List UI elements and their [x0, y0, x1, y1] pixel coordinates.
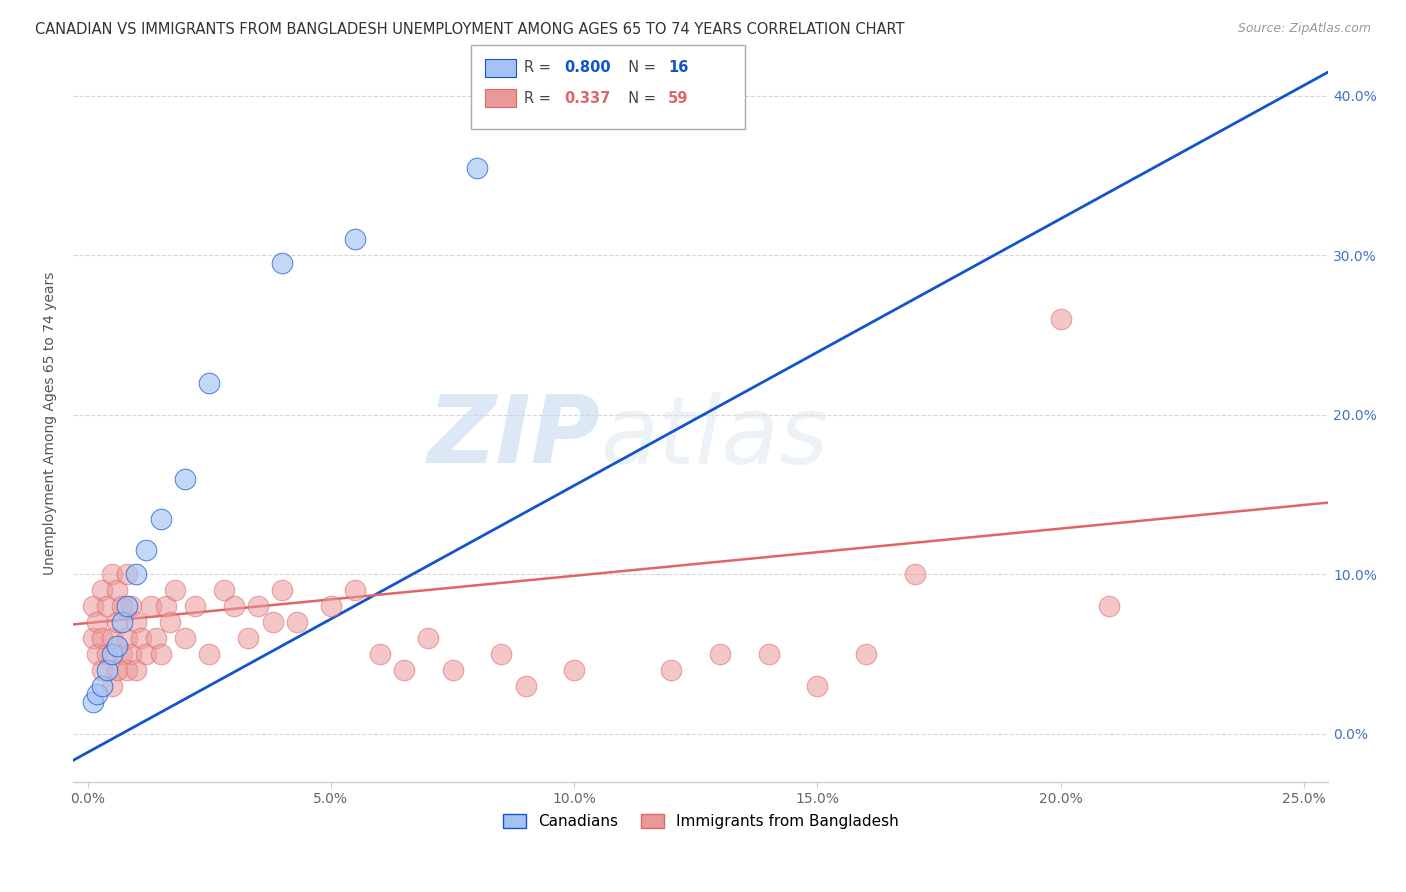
- Point: [758, 647, 780, 661]
- Text: 59: 59: [668, 91, 688, 105]
- Text: atlas: atlas: [600, 392, 828, 483]
- Point: [212, 583, 235, 598]
- Point: [111, 647, 134, 661]
- Point: [1049, 312, 1071, 326]
- Text: 0.800: 0.800: [564, 61, 610, 75]
- Point: [806, 679, 828, 693]
- Point: [441, 663, 464, 677]
- Point: [125, 615, 148, 630]
- Point: [562, 663, 585, 677]
- Point: [96, 663, 118, 677]
- Legend: Canadians, Immigrants from Bangladesh: Canadians, Immigrants from Bangladesh: [496, 808, 904, 835]
- Point: [91, 631, 114, 645]
- Text: N =: N =: [619, 61, 661, 75]
- Point: [319, 599, 342, 614]
- Point: [145, 631, 167, 645]
- Point: [105, 583, 128, 598]
- Point: [174, 631, 197, 645]
- Point: [96, 599, 118, 614]
- Point: [515, 679, 537, 693]
- Point: [125, 663, 148, 677]
- Point: [222, 599, 245, 614]
- Point: [101, 647, 124, 661]
- Point: [121, 599, 143, 614]
- Text: R =: R =: [524, 91, 555, 105]
- Point: [238, 631, 260, 645]
- Point: [111, 599, 134, 614]
- Point: [129, 631, 152, 645]
- Y-axis label: Unemployment Among Ages 65 to 74 years: Unemployment Among Ages 65 to 74 years: [44, 271, 58, 574]
- Point: [96, 647, 118, 661]
- Point: [121, 647, 143, 661]
- Point: [91, 663, 114, 677]
- Point: [105, 663, 128, 677]
- Point: [1098, 599, 1121, 614]
- Point: [86, 687, 108, 701]
- Point: [855, 647, 877, 661]
- Point: [262, 615, 284, 630]
- Point: [198, 376, 221, 390]
- Point: [904, 567, 927, 582]
- Point: [368, 647, 391, 661]
- Point: [115, 631, 138, 645]
- Point: [198, 647, 221, 661]
- Text: 0.337: 0.337: [564, 91, 610, 105]
- Point: [111, 615, 134, 630]
- Text: Source: ZipAtlas.com: Source: ZipAtlas.com: [1237, 22, 1371, 36]
- Point: [139, 599, 162, 614]
- Point: [115, 599, 138, 614]
- Text: ZIP: ZIP: [427, 392, 600, 483]
- Point: [709, 647, 731, 661]
- Point: [271, 583, 294, 598]
- Point: [344, 232, 367, 246]
- Text: N =: N =: [619, 91, 661, 105]
- Point: [489, 647, 512, 661]
- Point: [418, 631, 440, 645]
- Point: [159, 615, 181, 630]
- Point: [149, 511, 172, 525]
- Point: [174, 472, 197, 486]
- Point: [82, 695, 104, 709]
- Point: [246, 599, 269, 614]
- Point: [135, 647, 157, 661]
- Point: [86, 615, 108, 630]
- Point: [82, 599, 104, 614]
- Point: [465, 161, 488, 175]
- Point: [105, 615, 128, 630]
- Point: [115, 663, 138, 677]
- Point: [101, 679, 124, 693]
- Point: [155, 599, 177, 614]
- Point: [91, 679, 114, 693]
- Point: [82, 631, 104, 645]
- Point: [101, 567, 124, 582]
- Point: [183, 599, 205, 614]
- Point: [165, 583, 187, 598]
- Point: [271, 256, 294, 270]
- Point: [149, 647, 172, 661]
- Point: [135, 543, 157, 558]
- Text: CANADIAN VS IMMIGRANTS FROM BANGLADESH UNEMPLOYMENT AMONG AGES 65 TO 74 YEARS CO: CANADIAN VS IMMIGRANTS FROM BANGLADESH U…: [35, 22, 904, 37]
- Text: R =: R =: [524, 61, 555, 75]
- Text: 16: 16: [668, 61, 688, 75]
- Point: [91, 583, 114, 598]
- Point: [125, 567, 148, 582]
- Point: [344, 583, 367, 598]
- Point: [392, 663, 415, 677]
- Point: [86, 647, 108, 661]
- Point: [101, 631, 124, 645]
- Point: [115, 567, 138, 582]
- Point: [285, 615, 308, 630]
- Point: [105, 639, 128, 653]
- Point: [661, 663, 683, 677]
